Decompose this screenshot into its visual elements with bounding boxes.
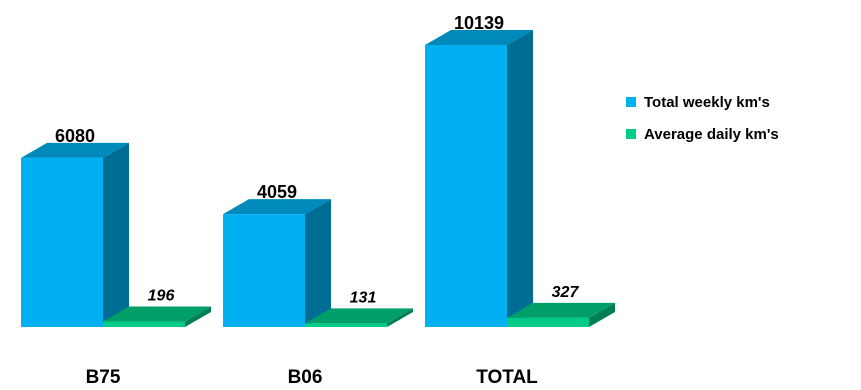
legend-swatch-average-daily [626,129,636,139]
bar-total-total-weekly [425,30,533,327]
value-label-b75-average-daily: 196 [148,288,175,305]
category-label-b06: B06 [288,367,323,388]
legend-swatch-total-weekly [626,97,636,107]
bar-b75-total-weekly-top [21,142,129,158]
bar-b06-total-weekly-front [223,214,305,327]
bar-total-average-daily-side [589,302,615,327]
bar-b06-total-weekly-side [305,199,331,327]
legend-label-average-daily: Average daily km's [644,125,779,143]
bar-total-average-daily-top [507,302,615,318]
bar-b06-total-weekly-top [223,199,331,215]
value-label-total-total-weekly: 10139 [454,13,504,33]
value-labels-layer: 6080 196 4059 131 10139 327 [55,13,579,306]
bar-total-total-weekly-top [425,30,533,45]
value-label-b06-average-daily: 131 [350,289,377,306]
category-label-total: TOTAL [476,367,538,388]
bar-b06-average-daily-front [305,323,387,327]
bar-b75-total-weekly-side [103,142,129,327]
bar-b06-average-daily-side [387,308,413,327]
legend-item-average-daily: Average daily km's [626,124,856,144]
bar-b75-average-daily-top [103,306,211,322]
bar-total-total-weekly-side [507,30,533,327]
value-label-b75-total-weekly: 6080 [55,126,95,146]
bar-total-average-daily-front [507,317,589,327]
bar-b75-average-daily-front [103,321,185,327]
bar-b06-total-weekly [223,199,331,327]
legend: Total weekly km's Average daily km's [626,92,856,156]
bar-b75-average-daily-side [185,306,211,327]
bars-layer [21,30,615,327]
bar-total-average-daily [507,302,615,327]
value-label-b06-total-weekly: 4059 [257,182,297,202]
legend-item-total-weekly: Total weekly km's [626,92,856,112]
bar-b06-average-daily-top [305,308,413,324]
category-labels-layer: B75 B06 TOTAL [86,367,539,388]
bar-b75-total-weekly [21,142,129,327]
legend-label-total-weekly: Total weekly km's [644,93,770,111]
bar-b75-total-weekly-front [21,157,103,327]
bar-b75-average-daily [103,306,211,327]
bar-total-total-weekly-front [425,45,507,327]
bar-b06-average-daily [305,308,413,327]
value-label-total-average-daily: 327 [552,284,580,301]
category-label-b75: B75 [86,367,121,388]
